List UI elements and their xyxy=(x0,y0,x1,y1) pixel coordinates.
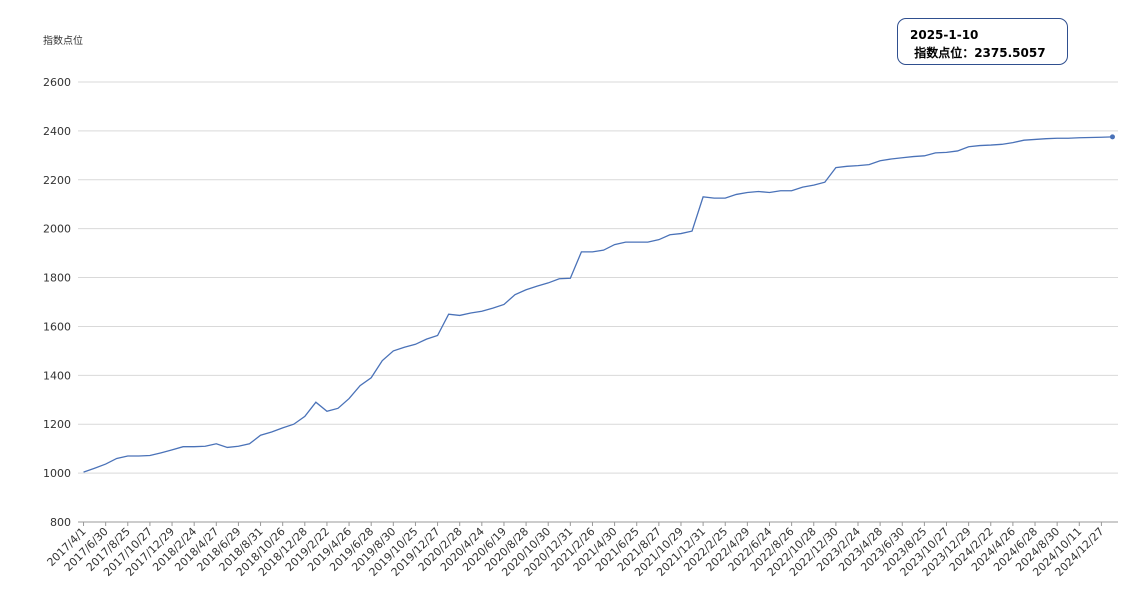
tooltip-row: 指数点位：2375.5057 xyxy=(910,44,1067,62)
y-tick-label: 2200 xyxy=(43,174,71,187)
y-tick-label: 1200 xyxy=(43,418,71,431)
tooltip-value: 2375.5057 xyxy=(974,46,1046,60)
y-tick-label: 1800 xyxy=(43,272,71,285)
y-axis-label: 指数点位 xyxy=(43,34,83,47)
tooltip-label: 指数点位： xyxy=(914,46,975,60)
y-tick-label: 1400 xyxy=(43,369,71,382)
y-tick-label: 1600 xyxy=(43,320,71,333)
y-tick-label: 2600 xyxy=(43,76,71,89)
y-tick-label: 1000 xyxy=(43,467,71,480)
highlight-point xyxy=(1109,134,1115,140)
y-tick-label: 800 xyxy=(50,516,71,529)
y-tick-label: 2400 xyxy=(43,125,71,138)
tooltip-title: 2025-1-10 xyxy=(910,28,979,42)
tooltip: 2025-1-10 指数点位：2375.5057 xyxy=(897,18,1068,65)
y-tick-label: 2000 xyxy=(43,223,71,236)
series-line xyxy=(83,136,1113,473)
